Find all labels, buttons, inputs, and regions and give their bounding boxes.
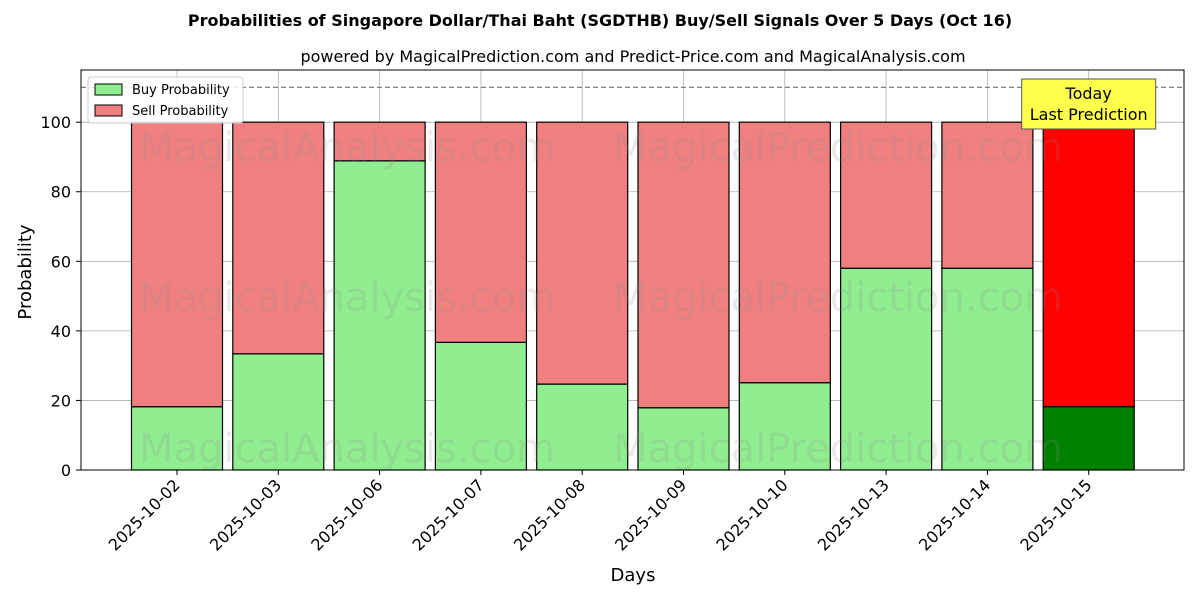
sell-bar [637,121,730,409]
legend: Buy Probability Sell Probability [87,76,244,124]
buy-bar [434,341,527,471]
x-tick-label: 2025-10-13 [814,475,893,554]
watermark-text: MagicalAnalysis.com [139,125,555,171]
sell-bar [941,121,1034,269]
x-tick-label: 2025-10-06 [307,475,386,554]
plot-frame [80,69,1185,471]
watermark-layer: MagicalAnalysis.com MagicalPrediction.com… [139,125,1063,472]
buy-bar [637,407,730,471]
sell-bar [536,121,629,385]
sell-bar [738,121,831,384]
legend-swatch-buy [94,83,123,96]
y-axis-label: Probability [15,224,36,319]
sell-bar [839,121,933,269]
legend-swatch-sell [94,104,123,117]
sell-bar [434,121,527,343]
buy-bar [941,267,1034,471]
watermark-text: MagicalAnalysis.com [139,275,555,321]
watermark-text: MagicalPrediction.com [613,275,1063,321]
x-tick-label: 2025-10-07 [409,475,488,554]
watermark-text: MagicalPrediction.com [613,125,1063,171]
y-tick-label: 0 [61,461,71,480]
x-tick-label: 2025-10-03 [206,475,285,554]
y-tick-label: 60 [51,252,71,271]
x-tick-label: 2025-10-15 [1016,475,1095,554]
sell-bar [130,121,224,408]
y-tick-label: 40 [51,322,71,341]
watermark-text: MagicalPrediction.com [613,426,1063,472]
sell-bar [232,121,325,355]
x-tick-label: 2025-10-10 [712,475,791,554]
x-tick-label: 2025-10-08 [510,475,589,554]
annotation-line2: Last Prediction [1030,105,1148,124]
y-tick-label: 80 [51,183,71,202]
buy-bar [738,382,831,471]
y-tick-label: 100 [40,113,71,132]
x-tick-label: 2025-10-14 [915,475,994,554]
buy-bar [536,383,629,471]
legend-label-sell: Sell Probability [132,104,229,119]
buy-bar [333,160,426,471]
x-tick-label: 2025-10-02 [105,475,184,554]
buy-bar [839,267,933,471]
watermark-text: MagicalAnalysis.com [139,426,555,472]
chart-title: Probabilities of Singapore Dollar/Thai B… [188,11,1012,30]
legend-label-buy: Buy Probability [132,83,230,98]
sell-bar [333,121,426,162]
sell-bar [1042,121,1135,408]
x-tick-label: 2025-10-09 [611,475,690,554]
today-annotation: Today Last Prediction [1021,78,1157,130]
bars-layer [130,121,1135,471]
annotation-line1: Today [1065,84,1112,103]
buy-bar [1042,406,1135,471]
annotation-box [1021,78,1157,130]
chart-subtitle: powered by MagicalPrediction.com and Pre… [300,47,965,66]
legend-box [87,76,244,124]
x-axis-label: Days [611,565,656,586]
y-tick-label: 20 [51,391,71,410]
